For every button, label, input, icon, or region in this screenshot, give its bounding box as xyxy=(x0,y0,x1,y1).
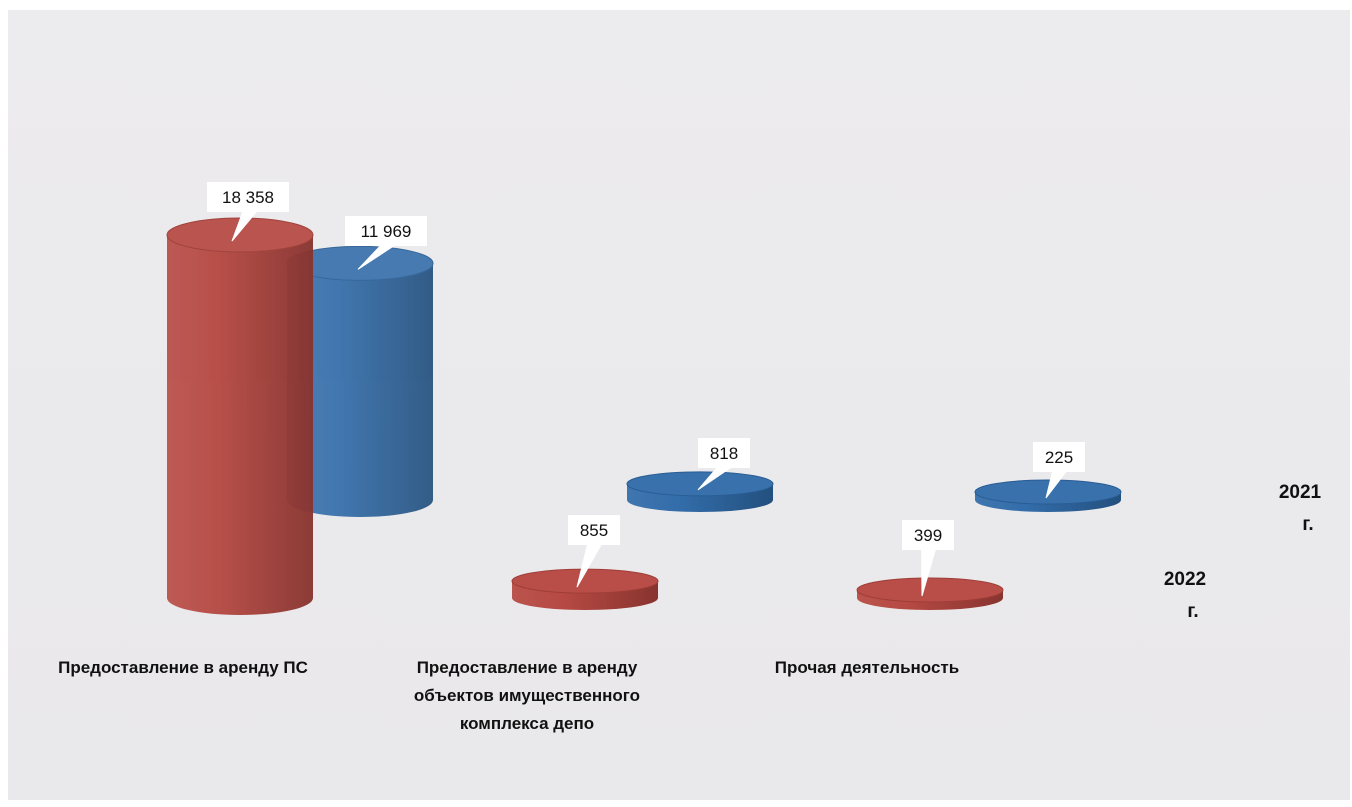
category-label-line: комплекса депо xyxy=(460,714,594,733)
callout-box xyxy=(1033,442,1085,472)
bar-side xyxy=(287,263,433,517)
data-label-2022-cat-2: 855 xyxy=(568,515,620,588)
callout-box xyxy=(568,515,620,545)
bar-2022-cat-3 xyxy=(856,577,1004,610)
bar-2021-cat-1 xyxy=(286,245,434,517)
category-label-line: Предоставление в аренду xyxy=(417,658,638,677)
data-label-2021-cat-1: 11 969 xyxy=(345,216,427,270)
data-label-2022-cat-1: 18 358 xyxy=(207,182,289,242)
callout-box xyxy=(902,520,954,550)
callout-box xyxy=(345,216,427,246)
category-label-line: Предоставление в аренду ПС xyxy=(58,658,308,677)
value-label: 11 969 xyxy=(361,222,412,241)
value-label: 18 358 xyxy=(222,188,274,207)
category-label-line: Прочая деятельность xyxy=(775,658,959,677)
series-label-line: г. xyxy=(1187,601,1198,622)
bar-2022-cat-1 xyxy=(166,217,314,615)
value-label: 225 xyxy=(1045,448,1073,467)
value-label: 855 xyxy=(580,521,608,540)
bar-top xyxy=(856,577,1004,603)
data-label-2021-cat-3: 225 xyxy=(1033,442,1085,499)
series-label-line: 2021 xyxy=(1279,482,1322,503)
series-label-line: г. xyxy=(1302,514,1313,535)
callout-box xyxy=(207,182,289,212)
series-label-2022: 2022 г. xyxy=(1164,569,1206,622)
category-label-3: Прочая деятельность xyxy=(775,658,959,677)
bar-top xyxy=(626,471,774,497)
bar-2021-cat-2 xyxy=(626,471,774,512)
chart-marks xyxy=(166,217,1122,615)
callout-box xyxy=(698,438,750,468)
chart-labels: 18 358 855 399 11 969 818 225 Предоставление в… xyxy=(58,182,1322,733)
data-label-2022-cat-3: 399 xyxy=(902,520,954,597)
data-label-2021-cat-2: 818 xyxy=(697,438,750,491)
bar-2022-cat-2 xyxy=(511,568,659,610)
value-label: 818 xyxy=(710,444,738,463)
series-label-2021: 2021 г. xyxy=(1279,482,1322,535)
category-label-2: Предоставление в аренду объектов имуществ… xyxy=(414,658,640,733)
value-label: 399 xyxy=(914,526,942,545)
series-label-line: 2022 xyxy=(1164,569,1206,590)
bar-side xyxy=(167,235,313,615)
category-label-1: Предоставление в аренду ПС xyxy=(58,658,308,677)
category-label-line: объектов имущественного xyxy=(414,686,640,705)
